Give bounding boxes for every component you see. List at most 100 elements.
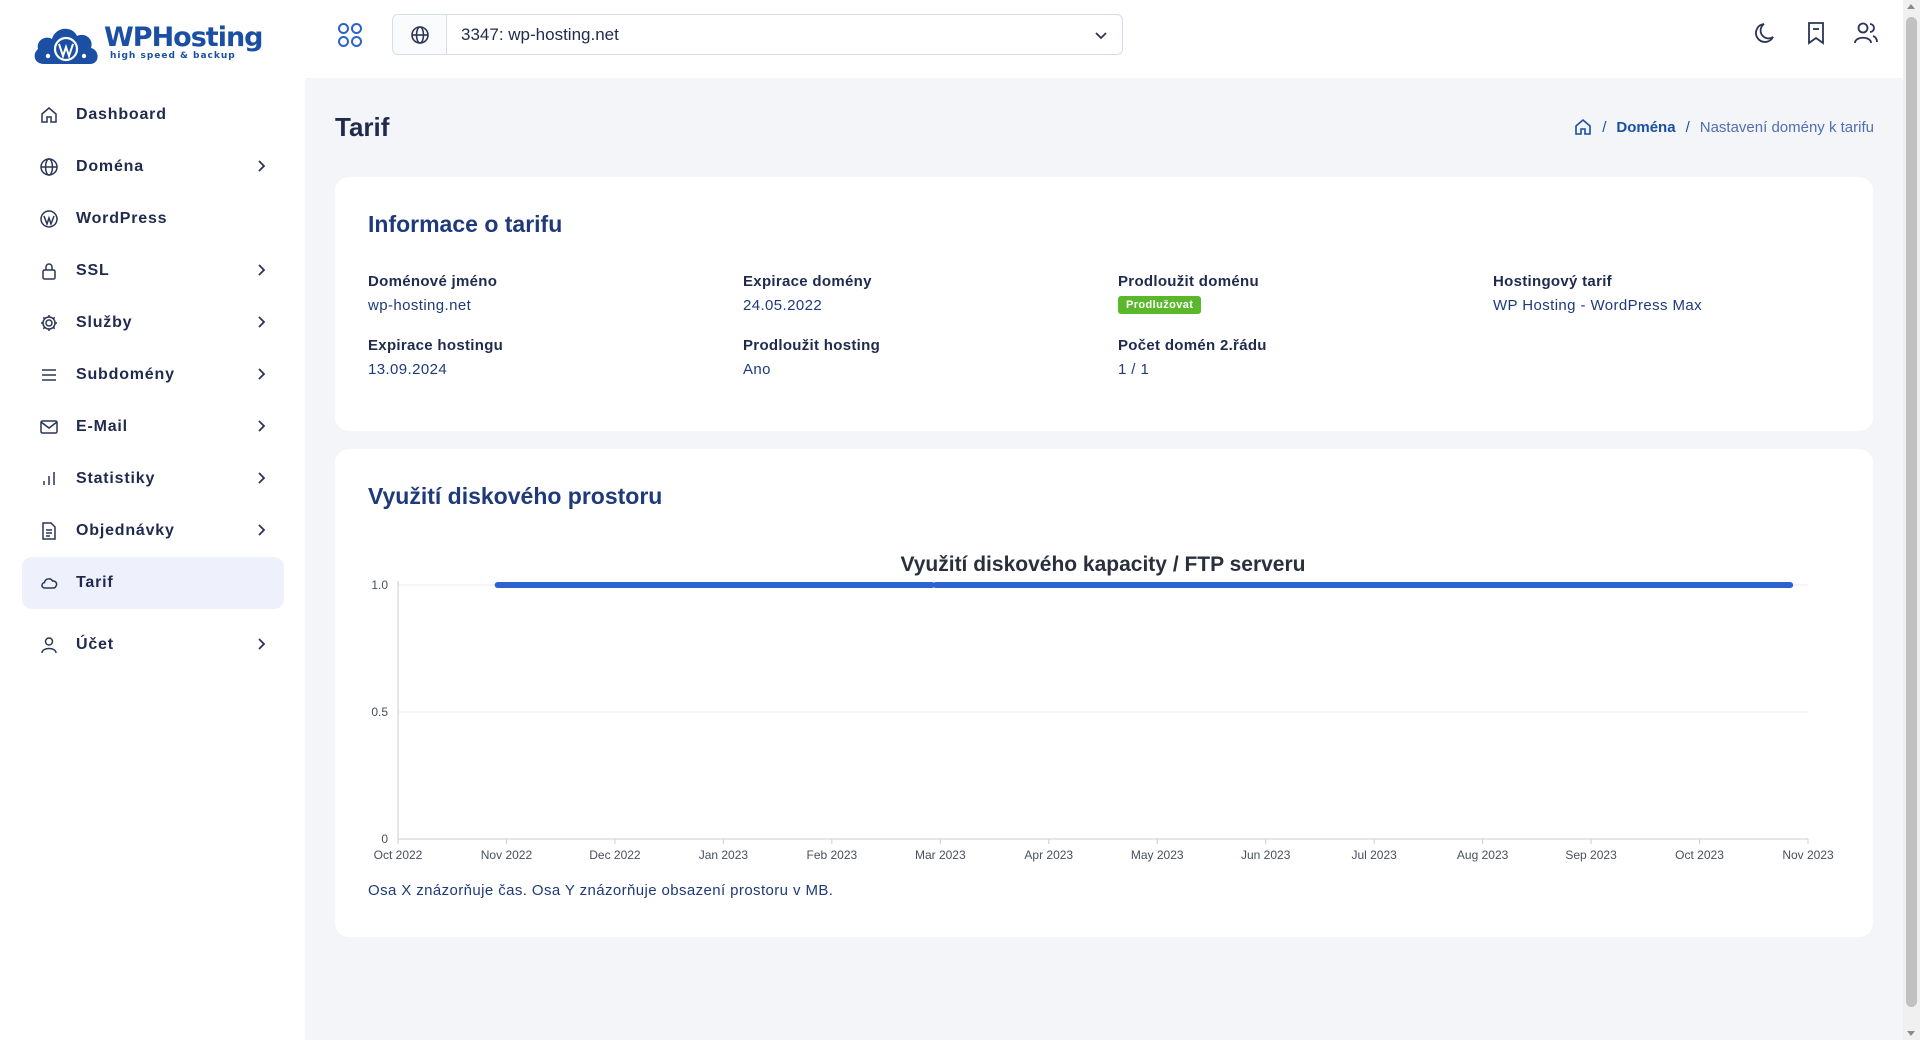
disk-usage-card: Využití diskového prostoru Využití disko…: [335, 449, 1873, 937]
sidebar-item-label: Služby: [76, 314, 133, 331]
sidebar-item-wordpress[interactable]: WordPress: [22, 193, 284, 245]
x-tick-label: Nov 2022: [481, 848, 533, 862]
breadcrumb-current: Nastavení domény k tarifu: [1699, 118, 1874, 136]
disk-usage-title: Využití diskového prostoru: [368, 483, 663, 509]
sidebar-item-label: Objednávky: [76, 522, 175, 539]
chevron-right-icon: [258, 420, 266, 432]
info-renew-domain: Prodloužit doménu Prodlužovat: [1118, 273, 1478, 314]
renew-badge[interactable]: Prodlužovat: [1118, 296, 1202, 314]
info-value: 1 / 1: [1118, 361, 1150, 378]
info-value: Ano: [743, 361, 771, 378]
bar-chart-icon: [38, 468, 60, 490]
topbar: 3347: wp-hosting.net: [305, 0, 1903, 78]
cloud-icon: [38, 572, 60, 594]
info-label: Hostingový tarif: [1493, 273, 1612, 290]
document-icon: [38, 520, 60, 542]
info-value: WP Hosting - WordPress Max: [1493, 297, 1703, 314]
scroll-down-arrow[interactable]: [1907, 1031, 1915, 1036]
info-value: wp-hosting.net: [368, 297, 472, 314]
info-label: Prodloužit hosting: [743, 337, 881, 354]
sidebar-nav: Dashboard Doména WordPress SSL Služby Subdomé…: [22, 89, 284, 671]
chevron-down-icon: [1095, 32, 1107, 40]
info-label: Doménové jméno: [368, 273, 498, 290]
x-tick-label: Sep 2023: [1565, 848, 1617, 862]
topbar-actions: [1753, 20, 1903, 46]
info-domain-expiry: Expirace domény 24.05.2022: [743, 273, 1103, 314]
info-hosting-expiry: Expirace hostingu 13.09.2024: [368, 337, 728, 378]
cloud-logo-icon: [34, 28, 98, 64]
sidebar-item-objednavky[interactable]: Objednávky: [22, 505, 284, 557]
sidebar-item-label: Doména: [76, 158, 144, 175]
sidebar-item-label: Dashboard: [76, 106, 167, 123]
moon-icon[interactable]: [1753, 20, 1779, 46]
sidebar: WPHosting high speed & backup Dashboard D…: [0, 0, 305, 1040]
sidebar-item-subdomeny[interactable]: Subdomény: [22, 349, 284, 401]
globe-icon: [393, 15, 447, 54]
sidebar-item-label: Subdomény: [76, 366, 175, 383]
chevron-right-icon: [258, 472, 266, 484]
home-icon[interactable]: [1574, 118, 1592, 136]
users-icon[interactable]: [1853, 20, 1879, 46]
page-scrollbar[interactable]: [1903, 0, 1920, 1040]
info-hosting-plan: Hostingový tarif WP Hosting - WordPress …: [1493, 273, 1853, 314]
sidebar-item-tarif[interactable]: Tarif: [22, 557, 284, 609]
brand-tagline: high speed & backup: [110, 51, 236, 61]
scrollbar-thumb[interactable]: [1906, 17, 1917, 1007]
plan-info-title: Informace o tarifu: [368, 211, 563, 237]
sidebar-item-label: Statistiky: [76, 470, 156, 487]
wordpress-icon: [38, 208, 60, 230]
chevron-right-icon: [258, 368, 266, 380]
x-tick-label: Jan 2023: [699, 848, 749, 862]
list-icon: [38, 364, 60, 386]
x-tick-label: Aug 2023: [1457, 848, 1509, 862]
sidebar-item-label: Účet: [76, 636, 114, 653]
sidebar-item-dashboard[interactable]: Dashboard: [22, 89, 284, 141]
info-label: Prodloužit doménu: [1118, 273, 1259, 290]
x-tick-label: Jun 2023: [1241, 848, 1291, 862]
disk-usage-chart: Využití diskového kapacity / FTP serveru…: [371, 553, 1834, 862]
sidebar-item-sluzby[interactable]: Služby: [22, 297, 284, 349]
sidebar-item-statistiky[interactable]: Statistiky: [22, 453, 284, 505]
scroll-up-arrow[interactable]: [1907, 4, 1915, 9]
brand-name: WPHosting: [104, 22, 263, 53]
x-tick-label: Apr 2023: [1024, 848, 1073, 862]
x-tick-label: Oct 2023: [1675, 848, 1724, 862]
breadcrumb-separator: /: [1685, 118, 1690, 136]
bookmark-icon[interactable]: [1803, 20, 1829, 46]
sidebar-item-label: Tarif: [76, 574, 114, 591]
info-label: Expirace domény: [743, 273, 872, 290]
chevron-right-icon: [258, 524, 266, 536]
y-tick-label: 0.5: [371, 705, 388, 719]
sidebar-item-ssl[interactable]: SSL: [22, 245, 284, 297]
chevron-right-icon: [258, 264, 266, 276]
breadcrumb: / Doména / Nastavení domény k tarifu: [1574, 118, 1874, 136]
domain-select[interactable]: 3347: wp-hosting.net: [392, 14, 1123, 55]
lock-icon: [38, 260, 60, 282]
chevron-right-icon: [258, 638, 266, 650]
chart-title: Využití diskového kapacity / FTP serveru: [901, 553, 1306, 576]
nav-gap: [22, 609, 284, 619]
sidebar-item-ucet[interactable]: Účet: [22, 619, 284, 671]
sidebar-item-label: SSL: [76, 262, 110, 279]
info-value: 24.05.2022: [743, 297, 823, 314]
sidebar-item-domena[interactable]: Doména: [22, 141, 284, 193]
brand-logo[interactable]: WPHosting high speed & backup: [30, 18, 263, 70]
chevron-right-icon: [258, 316, 266, 328]
apps-grid-icon[interactable]: [337, 22, 363, 48]
user-icon: [38, 634, 60, 656]
x-tick-label: Dec 2022: [589, 848, 641, 862]
chart-note: Osa X znázorňuje čas. Osa Y znázorňuje o…: [368, 882, 834, 899]
home-icon: [38, 104, 60, 126]
sidebar-item-e-mail[interactable]: E-Mail: [22, 401, 284, 453]
domain-select-value: 3347: wp-hosting.net: [461, 24, 619, 44]
info-renew-hosting: Prodloužit hosting Ano: [743, 337, 1103, 378]
mail-icon: [38, 416, 60, 438]
sidebar-item-label: WordPress: [76, 210, 168, 227]
page-title: Tarif: [335, 112, 390, 142]
x-tick-label: Jul 2023: [1351, 848, 1397, 862]
x-tick-label: Mar 2023: [915, 848, 966, 862]
info-label: Expirace hostingu: [368, 337, 504, 354]
globe-icon: [38, 156, 60, 178]
gear-icon: [38, 312, 60, 334]
breadcrumb-link-domain[interactable]: Doména: [1616, 118, 1676, 136]
